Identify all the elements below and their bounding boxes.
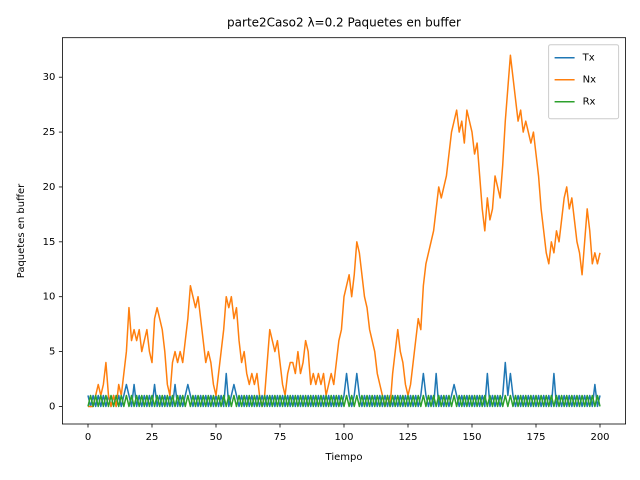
legend-label: Nx — [583, 75, 596, 86]
y-tick-label: 5 — [49, 347, 55, 358]
x-tick-label: 100 — [334, 432, 353, 443]
y-tick-label: 0 — [49, 401, 55, 412]
y-tick-label: 25 — [43, 127, 56, 138]
x-axis-label: Tiempo — [325, 452, 363, 463]
x-tick-label: 200 — [590, 432, 609, 443]
y-tick-label: 30 — [43, 72, 56, 83]
legend-box — [548, 44, 620, 120]
y-tick-label: 10 — [43, 292, 56, 303]
chart-title: parte2Caso2 λ=0.2 Paquetes en buffer — [227, 16, 461, 30]
x-tick-label: 175 — [526, 432, 545, 443]
x-tick-label: 0 — [85, 432, 91, 443]
y-tick-label: 20 — [43, 182, 56, 193]
x-tick-label: 50 — [210, 432, 223, 443]
legend-label: Rx — [583, 97, 596, 108]
legend-label: Tx — [582, 53, 595, 64]
axes-frame — [62, 37, 627, 425]
series-line — [88, 54, 601, 408]
series-line — [87, 394, 601, 408]
x-tick-label: 25 — [146, 432, 159, 443]
plot-area — [87, 54, 601, 408]
x-tick-label: 125 — [398, 432, 417, 443]
x-tick-label: 150 — [462, 432, 481, 443]
x-tick-label: 75 — [274, 432, 287, 443]
y-axis-label: Paquetes en buffer — [16, 183, 27, 278]
y-tick-label: 15 — [43, 237, 56, 248]
